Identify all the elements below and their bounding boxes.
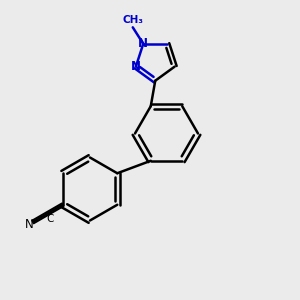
Text: C: C	[46, 214, 54, 224]
Text: N: N	[131, 60, 141, 73]
Text: CH₃: CH₃	[122, 15, 143, 25]
Text: N: N	[25, 218, 34, 231]
Text: N: N	[138, 37, 148, 50]
